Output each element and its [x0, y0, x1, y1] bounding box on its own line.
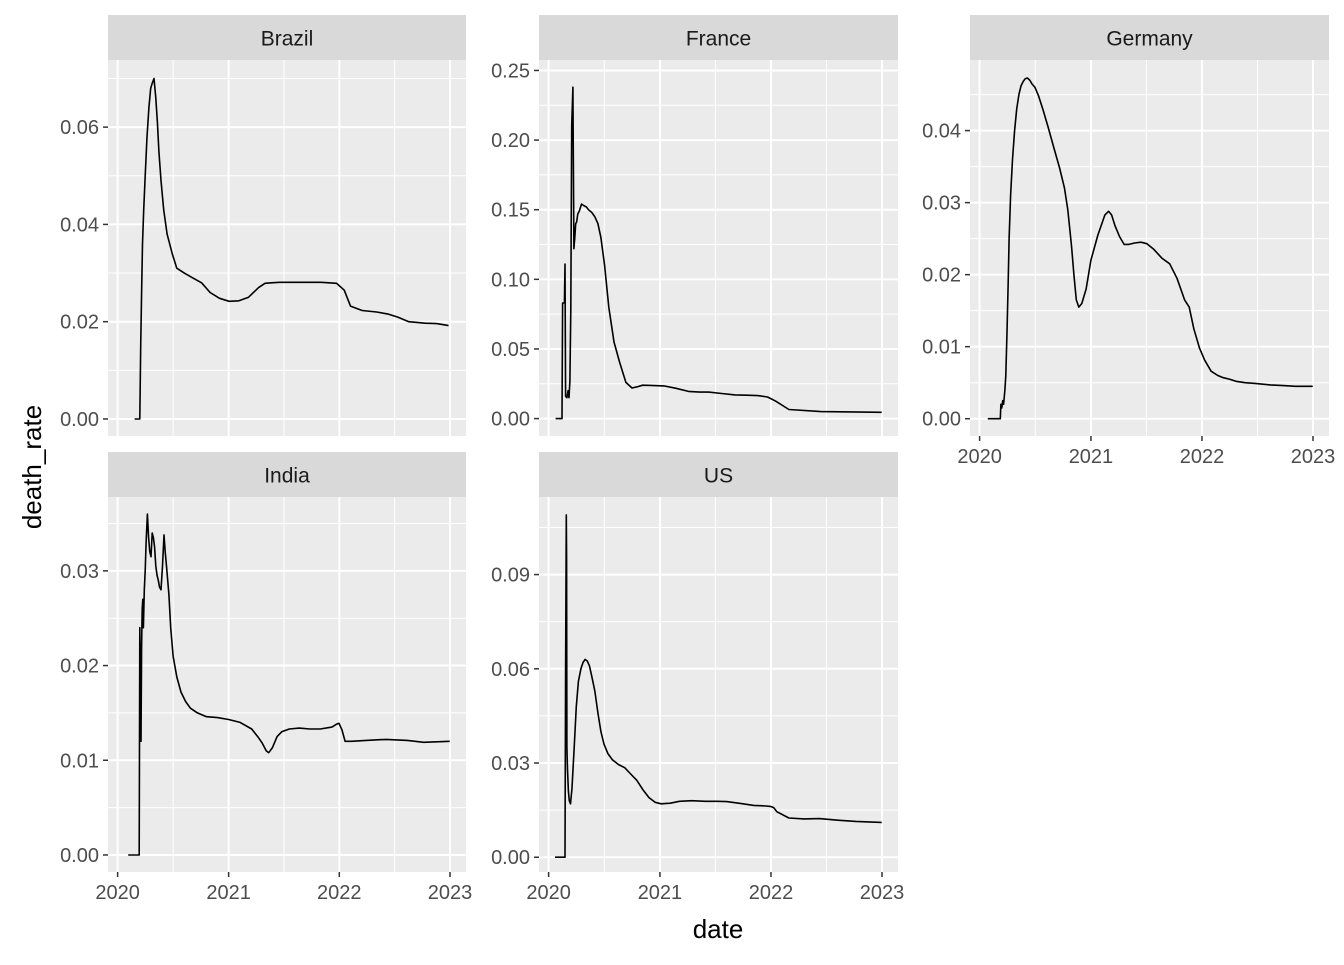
- y-tick-label: 0.03: [60, 561, 99, 583]
- y-tick-label: 0.03: [491, 753, 530, 775]
- y-tick-label: 0.02: [60, 656, 99, 678]
- y-tick-label: 0.03: [922, 193, 961, 215]
- x-tick-label: 2022: [317, 882, 362, 904]
- strip-label-india: India: [264, 465, 310, 488]
- strip-us: [539, 452, 898, 497]
- series-line-brazil: [134, 77, 449, 420]
- y-axis-title: death_rate: [17, 404, 47, 530]
- panel-bg-india: [108, 497, 466, 872]
- series-line-france: [555, 86, 882, 420]
- x-tick-label: 2020: [526, 882, 571, 904]
- y-tick-label: 0.15: [491, 200, 530, 222]
- y-tick-label: 0.20: [491, 130, 530, 152]
- x-tick-label: 2021: [206, 882, 251, 904]
- y-tick-label: 0.00: [491, 409, 530, 431]
- y-tick-label: 0.06: [491, 659, 530, 681]
- y-tick-label: 0.01: [60, 750, 99, 772]
- series-line-us: [555, 514, 882, 859]
- y-tick-label: 0.06: [60, 117, 99, 139]
- y-tick-label: 0.00: [60, 845, 99, 867]
- x-tick-label: 2020: [95, 882, 140, 904]
- strip-label-brazil: Brazil: [261, 28, 314, 51]
- panel-bg-france: [539, 60, 898, 436]
- y-tick-label: 0.02: [60, 312, 99, 334]
- strip-india: [108, 452, 466, 497]
- y-tick-label: 0.04: [60, 214, 99, 236]
- strip-france: [539, 15, 898, 60]
- y-tick-label: 0.05: [491, 339, 530, 361]
- strip-germany: [970, 15, 1329, 60]
- x-tick-label: 2022: [749, 882, 794, 904]
- y-tick-label: 0.02: [922, 265, 961, 287]
- strip-label-us: US: [704, 465, 733, 488]
- strip-brazil: [108, 15, 466, 60]
- y-tick-label: 0.00: [491, 847, 530, 869]
- panel-bg-brazil: [108, 60, 466, 436]
- y-tick-label: 0.25: [491, 60, 530, 82]
- y-tick-label: 0.01: [922, 337, 961, 359]
- panel-bg-us: [539, 497, 898, 872]
- y-tick-label: 0.00: [922, 409, 961, 431]
- panel-bg-germany: [970, 60, 1329, 436]
- x-tick-label: 2023: [860, 882, 905, 904]
- x-tick-label: 2023: [1291, 446, 1336, 468]
- y-tick-label: 0.09: [491, 565, 530, 587]
- series-line-india: [128, 513, 450, 856]
- x-tick-label: 2022: [1180, 446, 1225, 468]
- y-tick-label: 0.04: [922, 121, 961, 143]
- y-tick-label: 0.10: [491, 269, 530, 291]
- x-tick-label: 2020: [957, 446, 1002, 468]
- strip-label-france: France: [686, 28, 751, 51]
- x-tick-label: 2023: [428, 882, 473, 904]
- x-tick-label: 2021: [638, 882, 683, 904]
- x-tick-label: 2021: [1069, 446, 1114, 468]
- y-tick-label: 0.00: [60, 409, 99, 431]
- x-axis-title: date: [692, 914, 744, 944]
- strip-label-germany: Germany: [1106, 28, 1193, 51]
- series-line-germany: [987, 77, 1313, 420]
